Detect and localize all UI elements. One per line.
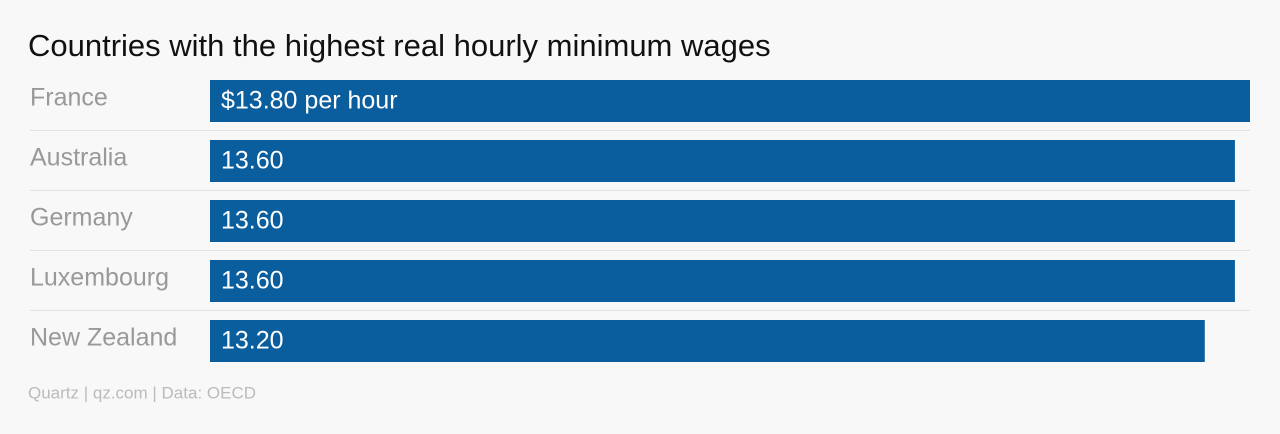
- category-label: France: [30, 84, 108, 112]
- value-label: $13.80 per hour: [221, 87, 398, 115]
- chart-title: Countries with the highest real hourly m…: [28, 28, 771, 63]
- bar: [210, 200, 1235, 242]
- source: Quartz | qz.com | Data: OECD: [28, 383, 256, 402]
- value-label: 13.60: [221, 267, 284, 295]
- bar: [210, 140, 1235, 182]
- bar: [210, 260, 1235, 302]
- bar: [210, 320, 1205, 362]
- value-label: 13.20: [221, 327, 284, 355]
- category-label: Australia: [30, 144, 127, 172]
- category-label: New Zealand: [30, 324, 177, 352]
- value-label: 13.60: [221, 147, 284, 175]
- category-label: Luxembourg: [30, 264, 169, 292]
- value-label: 13.60: [221, 207, 284, 235]
- category-label: Germany: [30, 204, 133, 232]
- bar: [210, 80, 1250, 122]
